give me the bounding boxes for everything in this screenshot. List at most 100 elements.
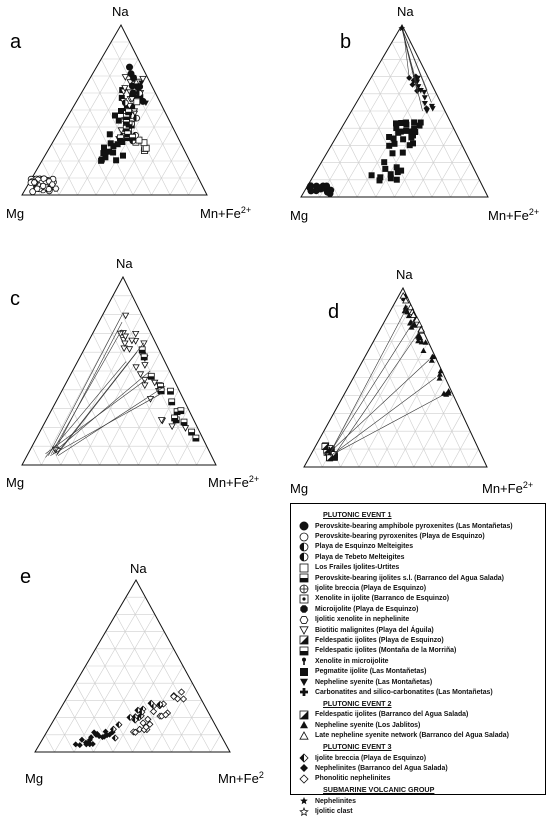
data-point xyxy=(147,372,155,380)
tie-line xyxy=(57,385,166,456)
grid-line xyxy=(469,179,480,198)
ternary-outline xyxy=(21,23,208,196)
panel-letter-e: e xyxy=(20,566,31,588)
square-dot-icon xyxy=(299,594,309,604)
legend-label: Nephelinites xyxy=(315,797,356,805)
grid-line xyxy=(58,58,139,196)
panel-letter-b: b xyxy=(340,31,351,53)
data-point xyxy=(414,75,421,82)
data-point xyxy=(403,127,410,134)
panel-letter-c: c xyxy=(10,288,20,310)
data-point xyxy=(437,367,444,374)
grid-line xyxy=(51,143,78,196)
data-point xyxy=(387,171,394,178)
grid-line xyxy=(358,341,429,468)
tie-lines-b xyxy=(401,28,432,112)
grid-line xyxy=(125,597,211,753)
legend-label: Phonolitic nephelinites xyxy=(315,775,391,783)
data-point xyxy=(400,136,407,143)
data-point xyxy=(141,382,149,390)
data-point xyxy=(406,74,413,81)
grid-line xyxy=(40,41,130,196)
data-point xyxy=(406,303,415,311)
square-open-icon xyxy=(299,563,309,573)
data-point xyxy=(144,715,152,723)
data-point xyxy=(86,736,93,743)
series-e-diamond-filled xyxy=(72,728,116,749)
data-point xyxy=(146,720,154,728)
data-point xyxy=(139,76,147,83)
legend-item: Pegmatite ijolite (Las Montañetas) xyxy=(297,666,541,676)
series-b-square-filled xyxy=(368,119,424,184)
data-point xyxy=(138,80,145,86)
data-point xyxy=(110,149,117,156)
grid-line xyxy=(353,377,396,468)
grid-line xyxy=(114,109,165,196)
legend-label: Playa de Esquinzo Melteigites xyxy=(315,543,414,551)
data-point xyxy=(52,185,60,192)
data-point xyxy=(156,700,164,708)
star-open-icon xyxy=(299,806,309,816)
data-point xyxy=(162,711,170,719)
grid-line xyxy=(391,42,470,198)
data-point xyxy=(416,332,423,338)
vertex-label-na: Na xyxy=(396,267,413,282)
legend-item: Phonolitic nephelinites xyxy=(297,774,541,784)
grid-line xyxy=(71,109,115,196)
data-point xyxy=(170,692,178,701)
vertex-label-mg: Mg xyxy=(290,481,308,496)
data-point xyxy=(121,312,130,320)
legend-label: Perovskite-bearing ijolites s.l. (Barran… xyxy=(315,574,504,582)
data-point xyxy=(142,100,149,106)
data-point xyxy=(416,122,423,129)
legend-label: Ijolitic clast xyxy=(315,808,353,816)
grid-line xyxy=(333,413,360,468)
data-point xyxy=(390,135,397,142)
data-point xyxy=(326,454,334,462)
circle-cross-icon xyxy=(299,584,309,593)
data-point xyxy=(389,150,396,157)
octagon-filled-icon xyxy=(300,605,308,614)
grid-line xyxy=(468,448,479,468)
legend-item: Ijolite breccia (Playa de Esquinzo) xyxy=(297,583,541,593)
vertex-label-mnfe: Mn+Fe2 xyxy=(218,770,264,786)
legend-item: Ijolite breccia (Playa de Esquinzo) xyxy=(297,753,541,763)
data-point xyxy=(398,120,405,126)
legend-item: Carbonatites and silico-carbonatites (La… xyxy=(297,687,541,697)
data-point xyxy=(120,345,128,353)
legend-item: Perovskite-bearing ijolites s.l. (Barran… xyxy=(297,573,541,583)
data-point xyxy=(141,362,149,369)
data-point xyxy=(398,167,405,174)
legend-item: Microijolite (Playa de Esquinzo) xyxy=(297,604,541,614)
tie-line xyxy=(335,395,443,453)
ternary-frame-a xyxy=(21,23,208,196)
grid-line xyxy=(44,734,55,753)
data-point xyxy=(121,333,130,341)
ternary-panel-a: a Na Mg Mn+Fe2+ xyxy=(6,4,251,221)
grid-line xyxy=(319,42,411,198)
data-point xyxy=(177,407,185,415)
data-point xyxy=(120,152,126,159)
tie-line xyxy=(45,380,146,454)
data-point xyxy=(436,375,443,381)
data-point xyxy=(106,148,112,155)
data-point xyxy=(134,86,141,92)
square-half-icon xyxy=(299,646,309,656)
data-point xyxy=(126,63,133,71)
data-point xyxy=(393,125,400,132)
ternary-plots: a Na Mg Mn+Fe2+ b Na Mg Mn+Fe2+ c Na Mg … xyxy=(6,4,539,786)
data-point xyxy=(131,716,139,724)
data-point xyxy=(86,741,93,748)
diamond-filled-icon xyxy=(300,764,308,773)
data-point xyxy=(137,94,144,101)
grid-line xyxy=(132,665,184,753)
data-point xyxy=(168,423,176,431)
data-point xyxy=(391,140,398,147)
data-point xyxy=(413,315,421,323)
data-point xyxy=(126,79,134,86)
legend-group-title: PLUTONIC EVENT 2 xyxy=(323,698,392,708)
data-point xyxy=(386,134,393,140)
grid-line xyxy=(73,614,156,753)
data-point xyxy=(121,99,129,107)
grid-line xyxy=(431,413,463,468)
